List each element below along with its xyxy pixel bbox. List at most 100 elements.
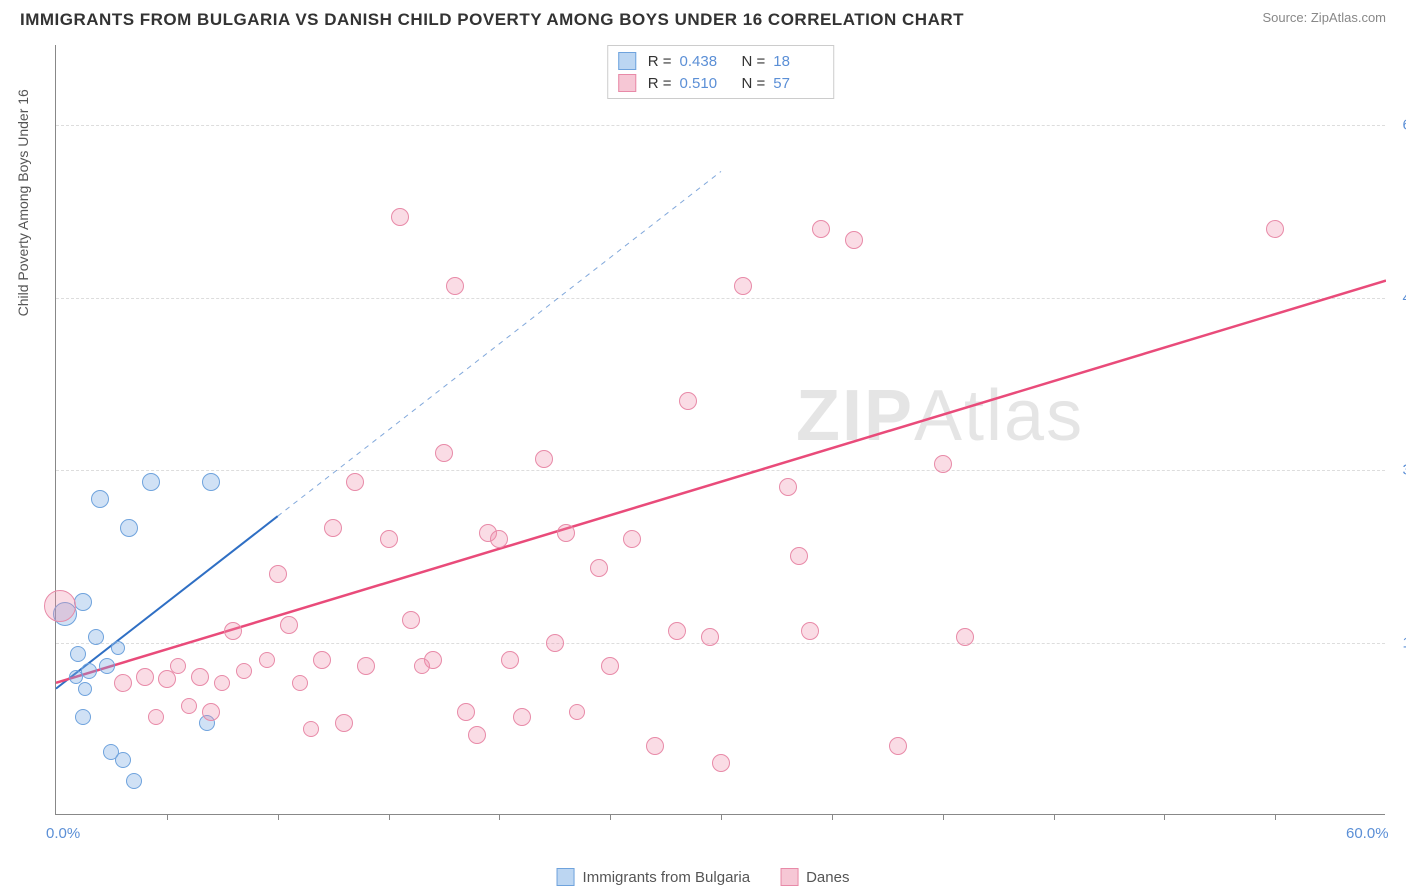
scatter-point-bulgaria <box>120 519 138 537</box>
y-tick-label: 60.0% <box>1402 117 1406 134</box>
scatter-point-bulgaria <box>75 709 91 725</box>
scatter-point-danes <box>812 220 830 238</box>
scatter-point-danes <box>623 530 641 548</box>
legend-stat-row-danes: R = 0.510 N = 57 <box>618 72 824 94</box>
scatter-point-danes <box>114 674 132 692</box>
x-tick <box>610 814 611 820</box>
scatter-point-danes <box>557 524 575 542</box>
scatter-point-danes <box>590 559 608 577</box>
scatter-point-danes <box>569 704 585 720</box>
correlation-legend: R = 0.438 N = 18 R = 0.510 N = 57 <box>607 45 835 99</box>
scatter-point-danes <box>790 547 808 565</box>
watermark: ZIPAtlas <box>796 375 1084 457</box>
chart-title: IMMIGRANTS FROM BULGARIA VS DANISH CHILD… <box>20 10 964 30</box>
scatter-point-bulgaria <box>111 641 125 655</box>
legend-swatch-icon <box>618 74 636 92</box>
scatter-point-bulgaria <box>142 473 160 491</box>
scatter-point-danes <box>313 651 331 669</box>
scatter-point-danes <box>148 709 164 725</box>
scatter-point-danes <box>889 737 907 755</box>
n-label: N = <box>742 53 766 70</box>
scatter-point-danes <box>845 231 863 249</box>
r-label: R = <box>648 75 672 92</box>
scatter-point-danes <box>679 392 697 410</box>
legend-swatch-icon <box>557 868 575 886</box>
y-tick-label: 45.0% <box>1402 289 1406 306</box>
trend-line-danes <box>56 281 1386 683</box>
scatter-point-danes <box>136 668 154 686</box>
scatter-point-danes <box>435 444 453 462</box>
n-label: N = <box>742 75 766 92</box>
scatter-point-bulgaria <box>78 682 92 696</box>
trend-line-ext-bulgaria <box>278 171 721 516</box>
scatter-point-bulgaria <box>126 773 142 789</box>
scatter-point-danes <box>446 277 464 295</box>
r-value: 0.438 <box>680 53 730 70</box>
gridline <box>56 643 1385 644</box>
x-tick <box>1275 814 1276 820</box>
gridline <box>56 470 1385 471</box>
legend-swatch-icon <box>618 52 636 70</box>
scatter-point-danes <box>324 519 342 537</box>
scatter-point-danes <box>191 668 209 686</box>
x-tick <box>389 814 390 820</box>
n-value: 18 <box>773 53 823 70</box>
scatter-point-bulgaria <box>70 646 86 662</box>
scatter-point-danes <box>712 754 730 772</box>
scatter-point-danes <box>280 616 298 634</box>
scatter-point-danes <box>601 657 619 675</box>
scatter-point-bulgaria <box>69 670 83 684</box>
scatter-point-danes <box>668 622 686 640</box>
r-label: R = <box>648 53 672 70</box>
scatter-point-danes <box>402 611 420 629</box>
y-axis-label: Child Poverty Among Boys Under 16 <box>15 89 31 316</box>
scatter-point-bulgaria <box>74 593 92 611</box>
scatter-point-danes <box>956 628 974 646</box>
scatter-point-bulgaria <box>91 490 109 508</box>
scatter-point-danes <box>501 651 519 669</box>
x-tick <box>1164 814 1165 820</box>
watermark-bold: ZIP <box>796 376 914 456</box>
scatter-point-danes <box>380 530 398 548</box>
watermark-light: Atlas <box>914 376 1084 456</box>
x-tick-label: 0.0% <box>46 825 80 842</box>
scatter-point-danes <box>346 473 364 491</box>
scatter-point-danes <box>335 714 353 732</box>
legend-item-bulgaria: Immigrants from Bulgaria <box>557 868 751 886</box>
x-tick <box>832 814 833 820</box>
legend-swatch-icon <box>780 868 798 886</box>
scatter-point-danes <box>646 737 664 755</box>
x-tick <box>499 814 500 820</box>
scatter-point-danes <box>357 657 375 675</box>
scatter-point-danes <box>535 450 553 468</box>
scatter-point-danes <box>701 628 719 646</box>
scatter-point-bulgaria <box>81 663 97 679</box>
scatter-point-danes <box>934 455 952 473</box>
gridline <box>56 298 1385 299</box>
x-tick <box>1054 814 1055 820</box>
scatter-point-danes <box>414 658 430 674</box>
scatter-point-danes <box>224 622 242 640</box>
scatter-point-danes <box>779 478 797 496</box>
n-value: 57 <box>773 75 823 92</box>
legend-label: Danes <box>806 869 849 886</box>
scatter-point-danes <box>236 663 252 679</box>
scatter-point-bulgaria <box>202 473 220 491</box>
gridline <box>56 125 1385 126</box>
chart-plot-area: R =0.438N =18R =0.510N =57 ZIPAtlas 15.0… <box>55 45 1385 815</box>
y-tick-label: 30.0% <box>1402 462 1406 479</box>
scatter-point-danes <box>468 726 486 744</box>
x-tick-label: 60.0% <box>1346 825 1389 842</box>
scatter-point-bulgaria <box>99 658 115 674</box>
legend-stat-row-bulgaria: R = 0.438 N = 18 <box>618 50 824 72</box>
scatter-point-danes <box>303 721 319 737</box>
scatter-point-danes <box>490 530 508 548</box>
r-value: 0.510 <box>680 75 730 92</box>
scatter-point-danes <box>457 703 475 721</box>
series-legend: Immigrants from Bulgaria Danes <box>557 868 850 886</box>
scatter-point-danes <box>259 652 275 668</box>
legend-item-danes: Danes <box>780 868 849 886</box>
scatter-point-danes <box>202 703 220 721</box>
scatter-point-bulgaria <box>88 629 104 645</box>
scatter-point-danes <box>292 675 308 691</box>
